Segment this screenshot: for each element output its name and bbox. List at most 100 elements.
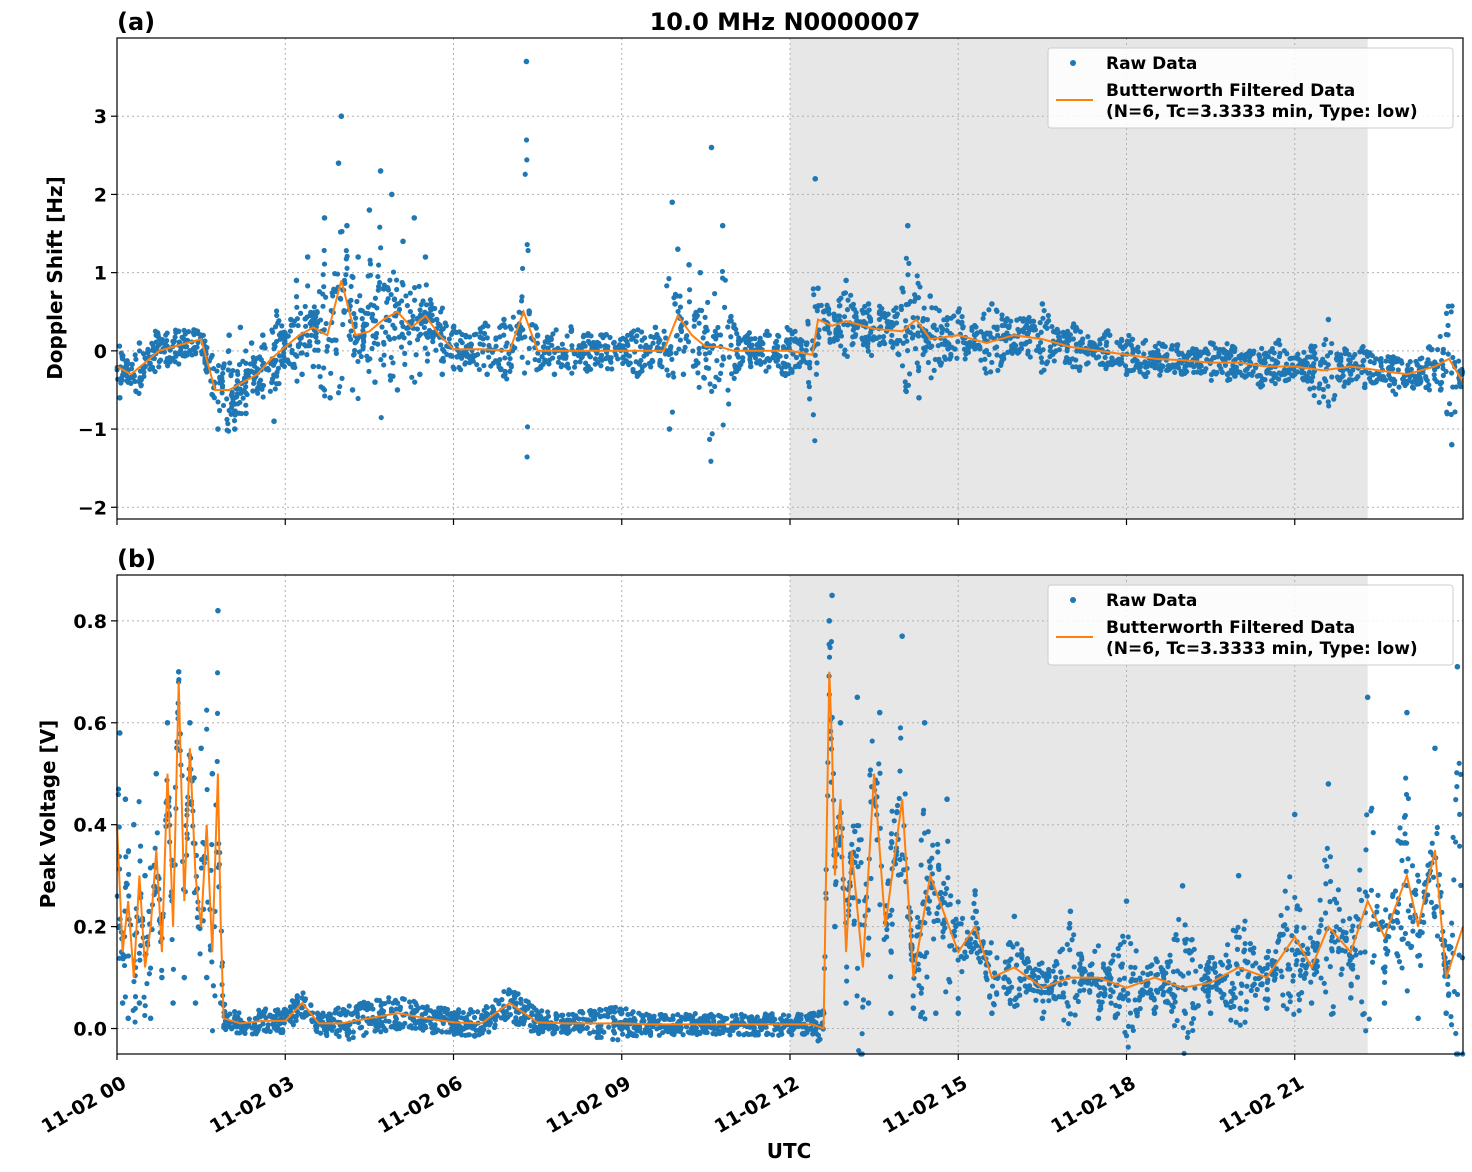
raw-data-point [1353, 952, 1359, 958]
raw-data-point [919, 985, 925, 991]
raw-data-point [1397, 825, 1403, 831]
raw-data-point [595, 1034, 601, 1040]
raw-data-point [1369, 352, 1375, 359]
raw-data-point [1096, 992, 1102, 999]
raw-data-point [385, 287, 392, 293]
raw-data-point [734, 331, 740, 337]
raw-data-point [1341, 383, 1347, 389]
raw-data-point [661, 328, 667, 334]
raw-data-point [341, 308, 347, 315]
raw-data-point [602, 332, 608, 339]
raw-data-point [549, 342, 555, 348]
raw-data-point [156, 364, 162, 370]
raw-data-point [860, 310, 866, 316]
raw-data-point [477, 326, 483, 332]
raw-data-point [587, 353, 593, 360]
raw-data-point [1191, 363, 1197, 370]
raw-data-point [1140, 970, 1146, 976]
raw-data-point [775, 343, 781, 350]
raw-data-point [1029, 970, 1036, 976]
raw-data-point [132, 352, 138, 358]
raw-data-point [533, 1007, 539, 1013]
raw-data-point [894, 802, 901, 809]
raw-data-point [1332, 392, 1338, 399]
raw-data-point [1310, 370, 1316, 376]
raw-data-point [1128, 342, 1134, 348]
raw-data-point [805, 318, 811, 324]
raw-data-point [380, 1023, 386, 1029]
raw-data-point [726, 318, 732, 324]
raw-data-point [415, 315, 421, 321]
raw-data-point [214, 710, 221, 716]
raw-data-point [1383, 938, 1389, 944]
raw-data-point [1155, 348, 1161, 354]
raw-data-point [451, 1024, 457, 1030]
raw-data-point [1300, 957, 1306, 963]
raw-data-point [976, 955, 982, 961]
raw-data-point [962, 949, 968, 955]
raw-data-point [1186, 349, 1192, 355]
raw-data-point [328, 370, 334, 376]
raw-data-point [422, 345, 428, 351]
raw-data-point [988, 369, 994, 375]
raw-data-point [1158, 985, 1164, 991]
raw-data-point [1415, 872, 1421, 878]
raw-data-point [1311, 385, 1317, 391]
raw-data-point [1037, 349, 1043, 355]
raw-data-point [691, 312, 698, 319]
raw-data-point [343, 248, 349, 254]
raw-data-point [348, 336, 354, 342]
raw-data-point [412, 379, 418, 385]
raw-data-point [1117, 977, 1123, 983]
raw-data-point [944, 316, 950, 323]
raw-data-point [500, 373, 506, 379]
raw-data-point [1311, 392, 1317, 399]
raw-data-point [569, 370, 575, 376]
raw-data-point [1410, 928, 1416, 934]
raw-data-point [885, 878, 892, 884]
raw-data-point [1297, 967, 1303, 974]
raw-data-point [1189, 936, 1195, 943]
raw-data-point [407, 308, 414, 315]
raw-data-point [585, 338, 592, 344]
raw-data-point [944, 327, 950, 334]
raw-data-point [431, 333, 437, 339]
raw-data-point [855, 846, 861, 853]
raw-data-point [1358, 897, 1365, 904]
raw-data-point [1141, 351, 1147, 357]
raw-data-point [360, 323, 366, 329]
raw-data-point [981, 332, 987, 338]
raw-data-point [417, 331, 424, 337]
raw-data-point [780, 1012, 787, 1018]
raw-data-point [1373, 356, 1379, 362]
raw-data-point [1336, 362, 1342, 368]
raw-data-point [628, 336, 635, 342]
raw-data-point [959, 314, 965, 320]
raw-data-point [1448, 370, 1455, 376]
raw-data-point [453, 342, 460, 348]
raw-data-point [1311, 361, 1317, 367]
raw-data-point [865, 301, 872, 307]
raw-data-point [243, 360, 249, 366]
raw-data-point [755, 359, 761, 365]
raw-data-point [144, 981, 150, 987]
raw-data-point [1117, 361, 1123, 367]
raw-data-point [983, 370, 989, 376]
raw-data-point [1272, 380, 1278, 387]
raw-data-point [1237, 1005, 1243, 1011]
raw-data-point [714, 358, 720, 364]
raw-data-point [973, 920, 979, 926]
raw-data-point [913, 295, 919, 301]
y-tick-label: 3 [94, 106, 107, 128]
raw-data-point [843, 277, 849, 284]
raw-data-point [1087, 339, 1093, 345]
raw-data-point [350, 1034, 356, 1041]
raw-data-point [1017, 975, 1023, 982]
raw-data-point [392, 1025, 398, 1031]
raw-data-point [413, 352, 419, 358]
raw-data-point [579, 354, 585, 360]
raw-data-point [451, 366, 457, 372]
raw-data-point [720, 422, 726, 428]
raw-data-point [1316, 384, 1322, 391]
raw-data-point [159, 340, 165, 346]
